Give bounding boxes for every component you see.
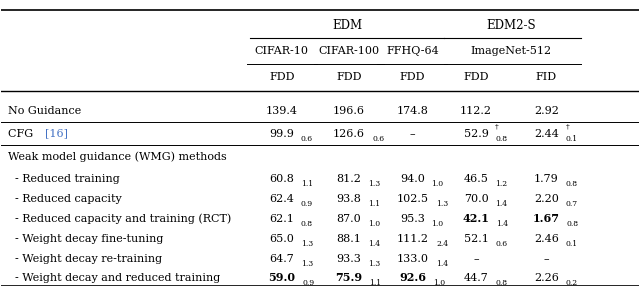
Text: †: † (495, 123, 499, 131)
Text: FFHQ-64: FFHQ-64 (386, 46, 439, 56)
Text: CFG: CFG (8, 129, 36, 139)
Text: 44.7: 44.7 (464, 273, 488, 283)
Text: 1.79: 1.79 (534, 174, 559, 184)
Text: 2.46: 2.46 (534, 234, 559, 244)
Text: No Guidance: No Guidance (8, 106, 81, 116)
Text: 88.1: 88.1 (336, 234, 361, 244)
Text: 52.9: 52.9 (464, 129, 488, 139)
Text: EDM2-S: EDM2-S (486, 19, 536, 32)
Text: - Weight decay re-training: - Weight decay re-training (8, 254, 162, 264)
Text: 174.8: 174.8 (396, 106, 428, 116)
Text: - Weight decay fine-tuning: - Weight decay fine-tuning (8, 234, 163, 244)
Text: 0.8: 0.8 (495, 279, 508, 287)
Text: 2.26: 2.26 (534, 273, 559, 283)
Text: 1.3: 1.3 (301, 260, 313, 268)
Text: 93.8: 93.8 (336, 194, 361, 204)
Text: 0.9: 0.9 (301, 200, 313, 208)
Text: 0.8: 0.8 (565, 180, 577, 188)
Text: 0.2: 0.2 (565, 279, 577, 287)
Text: 1.3: 1.3 (368, 260, 380, 268)
Text: FDD: FDD (399, 72, 425, 82)
Text: - Reduced capacity: - Reduced capacity (8, 194, 122, 204)
Text: 112.2: 112.2 (460, 106, 492, 116)
Text: 1.0: 1.0 (431, 180, 444, 188)
Text: 1.67: 1.67 (532, 214, 560, 225)
Text: 92.6: 92.6 (399, 272, 426, 284)
Text: 0.9: 0.9 (302, 279, 314, 287)
Text: 0.1: 0.1 (565, 135, 577, 143)
Text: 59.0: 59.0 (268, 272, 295, 284)
Text: 65.0: 65.0 (269, 234, 294, 244)
Text: FID: FID (536, 72, 557, 82)
Text: 0.8: 0.8 (301, 220, 313, 228)
Text: 111.2: 111.2 (396, 234, 428, 244)
Text: †: † (565, 123, 569, 131)
Text: 196.6: 196.6 (333, 106, 365, 116)
Text: - Weight decay and reduced training: - Weight decay and reduced training (8, 273, 220, 283)
Text: 64.7: 64.7 (269, 254, 294, 264)
Text: 1.4: 1.4 (497, 220, 509, 228)
Text: 1.0: 1.0 (368, 220, 380, 228)
Text: 126.6: 126.6 (333, 129, 365, 139)
Text: ImageNet-512: ImageNet-512 (470, 46, 552, 56)
Text: Weak model guidance (WMG) methods: Weak model guidance (WMG) methods (8, 151, 227, 162)
Text: 1.4: 1.4 (368, 240, 380, 248)
Text: 1.1: 1.1 (368, 200, 380, 208)
Text: 1.0: 1.0 (433, 279, 445, 287)
Text: 52.1: 52.1 (464, 234, 488, 244)
Text: –: – (410, 129, 415, 139)
Text: - Reduced training: - Reduced training (8, 174, 120, 184)
Text: 0.6: 0.6 (495, 240, 508, 248)
Text: CIFAR-10: CIFAR-10 (255, 46, 308, 56)
Text: EDM: EDM (332, 19, 362, 32)
Text: 46.5: 46.5 (464, 174, 488, 184)
Text: 87.0: 87.0 (336, 214, 361, 224)
Text: - Reduced capacity and training (RCT): - Reduced capacity and training (RCT) (8, 214, 231, 224)
Text: 42.1: 42.1 (463, 214, 490, 225)
Text: 1.3: 1.3 (368, 180, 380, 188)
Text: 1.0: 1.0 (431, 220, 444, 228)
Text: 1.1: 1.1 (369, 279, 381, 287)
Text: 139.4: 139.4 (266, 106, 298, 116)
Text: 0.6: 0.6 (372, 135, 385, 143)
Text: –: – (474, 254, 479, 264)
Text: 1.2: 1.2 (495, 180, 508, 188)
Text: 133.0: 133.0 (396, 254, 428, 264)
Text: 1.1: 1.1 (301, 180, 313, 188)
Text: CIFAR-100: CIFAR-100 (318, 46, 380, 56)
Text: 0.7: 0.7 (565, 200, 577, 208)
Text: –: – (543, 254, 549, 264)
Text: 1.3: 1.3 (436, 200, 449, 208)
Text: 62.4: 62.4 (269, 194, 294, 204)
Text: 93.3: 93.3 (336, 254, 361, 264)
Text: 2.20: 2.20 (534, 194, 559, 204)
Text: 94.0: 94.0 (400, 174, 425, 184)
Text: FDD: FDD (463, 72, 489, 82)
Text: 75.9: 75.9 (335, 272, 362, 284)
Text: 81.2: 81.2 (336, 174, 361, 184)
Text: 2.92: 2.92 (534, 106, 559, 116)
Text: 0.8: 0.8 (495, 135, 508, 143)
Text: 62.1: 62.1 (269, 214, 294, 224)
Text: 1.4: 1.4 (436, 260, 448, 268)
Text: [16]: [16] (45, 129, 68, 139)
Text: 99.9: 99.9 (269, 129, 294, 139)
Text: 70.0: 70.0 (464, 194, 488, 204)
Text: FDD: FDD (269, 72, 294, 82)
Text: 102.5: 102.5 (396, 194, 428, 204)
Text: 0.8: 0.8 (567, 220, 579, 228)
Text: 60.8: 60.8 (269, 174, 294, 184)
Text: 95.3: 95.3 (400, 214, 425, 224)
Text: 2.44: 2.44 (534, 129, 559, 139)
Text: 1.3: 1.3 (301, 240, 313, 248)
Text: 0.1: 0.1 (565, 240, 577, 248)
Text: 0.6: 0.6 (301, 135, 313, 143)
Text: 1.4: 1.4 (495, 200, 508, 208)
Text: FDD: FDD (336, 72, 362, 82)
Text: 2.4: 2.4 (436, 240, 448, 248)
